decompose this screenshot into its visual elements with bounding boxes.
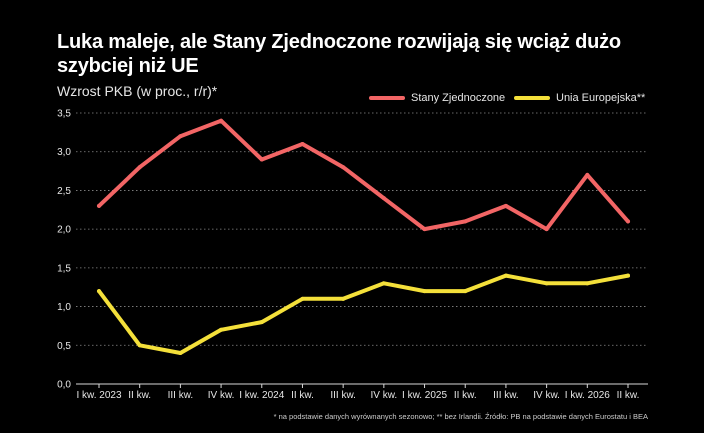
x-tick-label: III kw. bbox=[330, 390, 356, 401]
footnote: * na podstawie danych wyrównanych sezono… bbox=[273, 412, 648, 421]
y-tick-label: 1,5 bbox=[57, 263, 71, 274]
data-point-eu bbox=[341, 296, 346, 301]
data-point-us bbox=[259, 157, 264, 162]
data-point-us bbox=[300, 141, 305, 146]
x-tick-label: II kw. bbox=[617, 390, 640, 401]
data-point-us bbox=[544, 227, 549, 232]
series-line-eu bbox=[97, 273, 630, 355]
data-point-eu bbox=[137, 343, 142, 348]
data-point-eu bbox=[381, 281, 386, 286]
data-point-eu bbox=[585, 281, 590, 286]
data-point-eu bbox=[463, 289, 468, 294]
data-point-eu bbox=[219, 327, 224, 332]
x-tick-label: IV kw. bbox=[208, 390, 235, 401]
x-tick-label: II kw. bbox=[454, 390, 477, 401]
data-point-us bbox=[178, 134, 183, 139]
data-point-eu bbox=[422, 289, 427, 294]
data-point-us bbox=[219, 118, 224, 123]
data-point-us bbox=[463, 219, 468, 224]
legend-label-us: Stany Zjednoczone bbox=[411, 92, 506, 104]
x-tick-label: III kw. bbox=[168, 390, 194, 401]
x-tick-label: I kw. 2025 bbox=[402, 390, 447, 401]
y-tick-label: 3,0 bbox=[57, 147, 71, 158]
data-point-eu bbox=[97, 289, 101, 294]
legend-swatch-eu bbox=[514, 96, 550, 100]
chart-subtitle: Wzrost PKB (w proc., r/r)* bbox=[57, 83, 218, 99]
data-point-eu bbox=[626, 273, 630, 278]
data-point-us bbox=[503, 203, 508, 208]
series-line-us bbox=[97, 118, 630, 232]
legend-label-eu: Unia Europejska** bbox=[556, 92, 646, 104]
x-tick-label: IV kw. bbox=[533, 390, 560, 401]
data-point-us bbox=[137, 165, 142, 170]
data-point-us bbox=[97, 203, 101, 208]
data-point-us bbox=[341, 165, 346, 170]
x-tick-label: I kw. 2026 bbox=[565, 390, 610, 401]
data-point-us bbox=[626, 219, 630, 224]
y-tick-label: 0,5 bbox=[57, 341, 71, 352]
legend-item-us: Stany Zjednoczone bbox=[369, 91, 505, 105]
x-tick-label: II kw. bbox=[128, 390, 151, 401]
y-tick-label: 2,5 bbox=[57, 186, 71, 197]
data-point-eu bbox=[300, 296, 305, 301]
y-tick-label: 1,0 bbox=[57, 302, 71, 313]
y-tick-label: 2,0 bbox=[57, 225, 71, 236]
x-tick-label: I kw. 2023 bbox=[76, 390, 121, 401]
x-tick-label: III kw. bbox=[493, 390, 519, 401]
x-tick-label: IV kw. bbox=[371, 390, 398, 401]
data-point-us bbox=[381, 196, 386, 201]
x-tick-label: I kw. 2024 bbox=[239, 390, 284, 401]
data-point-eu bbox=[178, 351, 183, 356]
data-point-eu bbox=[503, 273, 508, 278]
chart-title: Luka maleje, ale Stany Zjednoczone rozwi… bbox=[57, 31, 621, 77]
data-point-us bbox=[422, 227, 427, 232]
legend-item-eu: Unia Europejska** bbox=[514, 91, 645, 105]
data-point-eu bbox=[544, 281, 549, 286]
data-point-us bbox=[585, 172, 590, 177]
y-tick-label: 3,5 bbox=[57, 109, 71, 120]
x-tick-label: II kw. bbox=[291, 390, 314, 401]
y-tick-label: 0,0 bbox=[57, 380, 71, 391]
legend-swatch-us bbox=[369, 96, 405, 100]
data-point-eu bbox=[259, 320, 264, 325]
